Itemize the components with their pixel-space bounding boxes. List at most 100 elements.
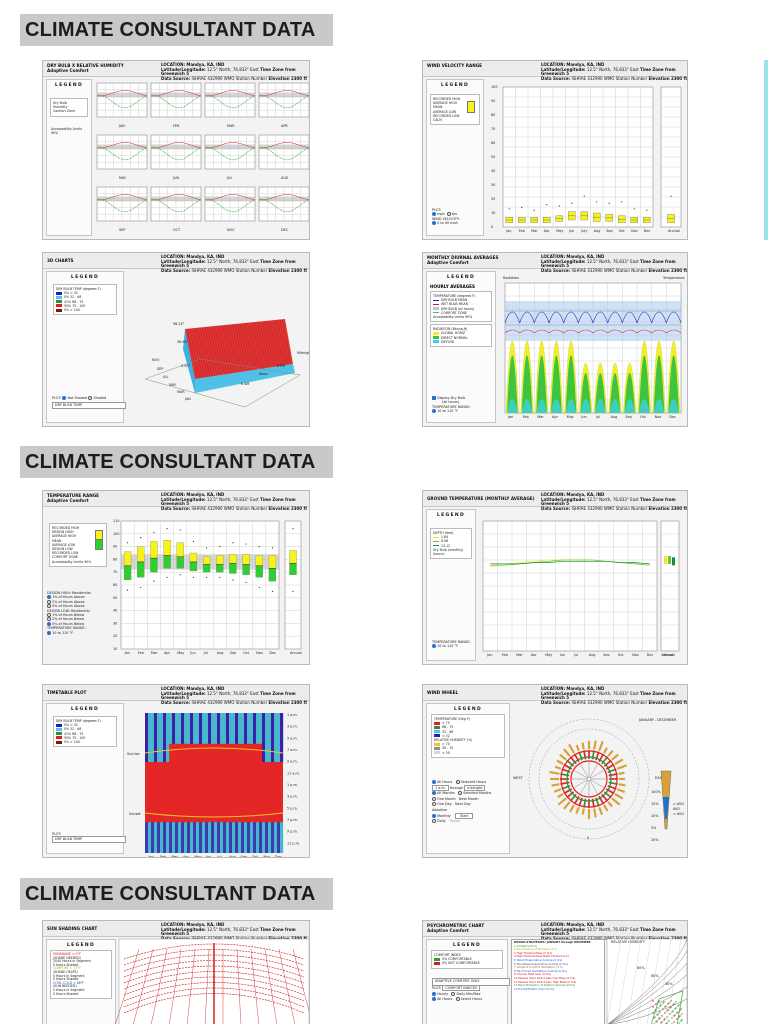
legend-item: 0% 32 - 68 [56,727,114,731]
range-radio[interactable] [432,644,436,649]
wind-bar [614,758,624,765]
late-night-band [265,822,269,853]
night-cool-band [211,713,215,744]
surface-line [217,325,227,375]
direct-normal-curve [565,355,577,413]
surface-line [274,319,284,366]
range-radio[interactable] [432,221,436,226]
pause-button[interactable]: Pause [449,819,460,824]
variable-select[interactable]: DRY BULB TEMP [52,402,126,409]
wetbulb-line [657,938,672,1024]
surface-line [189,328,201,379]
late-night-band [160,822,164,853]
legend: LEGEND COMFORT INDEX 0% COMFORTABLE 0% N… [426,939,510,1024]
one-day-radio[interactable] [432,802,436,807]
strategy-item[interactable]: 9 Internal Heat Gain (0 hrs) [514,972,551,977]
strategy-item[interactable]: 3 High Thermal Mass (2 hrs) [514,950,553,955]
y-tick: 30 [113,621,117,625]
strategy-item[interactable]: 13 Humidification Only (0 hrs) [514,986,555,991]
not-shaded-radio[interactable] [62,396,67,400]
wind-bar [557,797,567,806]
data-point [680,1008,682,1010]
mph-radio[interactable] [432,212,436,217]
x-tick: Feb [138,651,144,655]
late-night-band [145,822,149,853]
legend-item: MEAN [52,538,62,543]
strategy-item[interactable]: 11 Passive Solar Direct Gain High Mass (… [514,979,577,984]
location-info: LOCATION: Mandya, KA, IND Latitude/Longi… [541,686,688,705]
outer-ring [528,718,650,840]
high-0-radio[interactable] [47,604,51,609]
all-months-radio[interactable] [432,791,436,796]
legend-item: 59% 75 - 100 [56,304,114,308]
strategy-item[interactable]: 5 Direct Evaporative Cooling (0 hrs) [514,957,563,962]
strategy-item[interactable]: 10 Passive Solar Direct Gain Low Mass (0… [514,975,576,980]
variable-select[interactable]: DRY BULB TEMP [52,836,126,843]
sun-path-line [123,993,305,1014]
one-month-radio[interactable] [432,796,436,801]
low-2-radio[interactable] [47,617,51,622]
surface-line [262,321,272,368]
fps-radio[interactable] [446,212,451,217]
wind-bar [611,797,621,806]
drybulb-mean-line [519,311,535,324]
strategy-item[interactable]: 8 Fan-Forced Ventilation Cooling (0 hrs) [514,968,567,973]
end-hour-field[interactable]: midnight [464,784,486,791]
x-tick: Aug [589,653,596,657]
all-hours-radio[interactable] [432,997,436,1002]
surface-line [219,325,230,374]
start-button[interactable]: Start [454,812,474,819]
hourly-heading: HOURLY AVERAGES [430,284,476,289]
month-label: SEP [119,228,125,232]
low-0-radio[interactable] [47,621,51,626]
panel-header: WIND WHEEL LOCATION: Mandya, KA, IND Lat… [423,685,687,705]
strategy-item[interactable]: 4 High Thermal Mass Night Flushed (0 h) [514,954,569,959]
data-point [657,1013,659,1015]
y-tick: 60 [491,141,495,145]
diffuse-curve [639,399,650,413]
daily-radio[interactable] [432,819,436,824]
selected-hours-radio[interactable] [455,780,460,784]
upper-bar [137,546,145,563]
shaded-radio[interactable] [88,396,93,400]
range-radio[interactable] [47,630,51,635]
start-hour-field[interactable]: 1 a.m. [432,784,449,791]
month-label: AUG [281,176,289,180]
low-1-radio[interactable] [47,613,51,618]
plot-select[interactable]: COMFORT INDICES [442,984,481,991]
data-point [670,1000,672,1002]
strategy-item[interactable]: 6 Two-Stage Evaporative Cooling (0 hrs) [514,961,568,966]
all-hours-radio[interactable] [432,780,436,784]
hourly-radio[interactable] [432,991,436,996]
selected-months-radio[interactable] [458,791,462,796]
high-1-radio[interactable] [47,595,51,600]
range-radio[interactable] [432,409,436,414]
month-tick: Aug [229,855,236,858]
hour-axis-label: Noon [259,372,268,376]
strategy-item[interactable]: 7 Adaptive Comfort Ventilation (3 h) [514,965,563,970]
section-banner-3: CLIMATE CONSULTANT DATA [20,878,333,910]
humidity-line [204,147,256,161]
display-checkbox[interactable] [432,396,436,400]
legend-item: DRY BULB MEAN [433,298,489,302]
next-day-button[interactable]: Next Day [455,802,471,807]
next-month-button[interactable]: Next Month [458,796,479,801]
humidity-line [150,147,202,161]
value-label: 0.00° [181,364,191,368]
daily-minmax-radio[interactable] [451,991,456,996]
base-grid [144,358,301,408]
strategy-item[interactable]: 1 Comfort (4% h) [514,943,538,948]
monthly-radio[interactable] [432,813,436,818]
x-tick: Jun [580,415,586,419]
strategy-item[interactable]: 2 Sun Shading of Windows (4 h) [514,947,557,952]
hour-tick: 11 a.m. [287,771,300,775]
high-2-radio[interactable] [47,599,51,604]
surface [185,319,293,379]
select-hours-radio[interactable] [455,997,460,1002]
legend-item: RECORDED LOW [433,113,460,118]
strategy-item[interactable]: 12 Wind Protection of Outdoor Spaces (0 … [514,983,575,988]
drybulb-line [96,194,148,201]
panel-header: GROUND TEMPERATURE (MONTHLY AVERAGE) LOC… [423,491,687,511]
night-cool-band [256,713,260,744]
surface-line [222,325,232,374]
